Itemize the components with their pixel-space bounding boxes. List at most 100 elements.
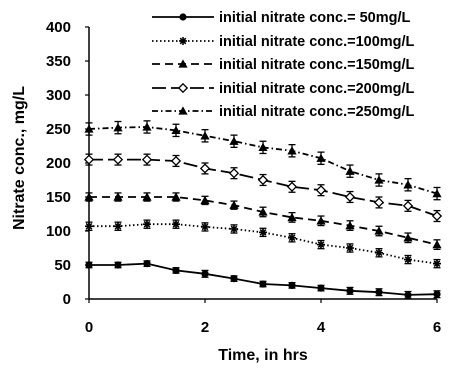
legend-entry: initial nitrate conc.= 50mg/L — [152, 10, 411, 26]
data-point — [259, 228, 267, 237]
data-point — [114, 261, 122, 269]
data-point — [230, 275, 238, 283]
data-point — [373, 197, 385, 208]
y-tick-label: 300 — [46, 87, 71, 104]
data-point — [141, 154, 153, 165]
y-tick-label: 250 — [46, 121, 71, 138]
data-point — [85, 261, 93, 269]
data-point — [287, 212, 297, 222]
series-4 — [83, 153, 443, 223]
series-layer — [83, 120, 443, 299]
data-point — [375, 248, 383, 257]
data-point — [143, 260, 151, 268]
data-point — [404, 291, 412, 299]
legend-label: initial nitrate conc.=200mg/L — [219, 81, 415, 97]
data-point — [201, 222, 209, 231]
legend-entry: initial nitrate conc.=250mg/L — [152, 104, 415, 120]
data-point — [317, 284, 325, 292]
data-point — [259, 280, 267, 288]
y-tick-label: 400 — [46, 19, 71, 36]
series-line — [89, 262, 438, 296]
data-point — [228, 168, 240, 179]
data-point — [143, 220, 151, 229]
data-point — [346, 244, 354, 252]
legend-label: initial nitrate conc.=150mg/L — [219, 57, 415, 73]
data-point — [170, 155, 182, 167]
data-point — [84, 124, 94, 133]
data-point — [431, 210, 443, 222]
y-tick-label: 100 — [46, 223, 71, 240]
legend-marker — [178, 106, 188, 115]
data-point — [345, 220, 355, 230]
legend-entry: initial nitrate conc.=200mg/L — [152, 81, 415, 97]
data-point — [345, 166, 355, 175]
data-point — [113, 123, 123, 132]
series-1 — [85, 260, 441, 299]
data-point — [229, 200, 239, 209]
y-tick-label: 200 — [46, 155, 71, 172]
y-tick-label: 0 — [63, 291, 71, 308]
legend-marker — [177, 82, 189, 94]
data-point — [201, 270, 209, 278]
data-point — [114, 222, 122, 231]
series-3 — [84, 192, 442, 251]
series-2 — [85, 219, 441, 269]
data-point — [171, 125, 181, 135]
data-point — [258, 207, 268, 216]
data-point — [229, 136, 239, 145]
data-point — [315, 185, 327, 196]
series-line — [89, 196, 438, 246]
data-point — [404, 255, 412, 264]
data-point — [344, 191, 356, 203]
data-point — [374, 175, 384, 184]
data-point — [286, 181, 298, 192]
data-point — [113, 192, 123, 201]
legend-label: initial nitrate conc.= 50mg/L — [219, 10, 411, 26]
data-point — [200, 131, 210, 140]
y-tick-label: 50 — [54, 257, 71, 274]
data-point — [346, 287, 354, 295]
data-point — [257, 174, 269, 186]
legend-marker — [178, 59, 188, 68]
legend-label: initial nitrate conc.=250mg/L — [219, 104, 415, 120]
data-point — [433, 290, 441, 298]
data-point — [83, 154, 95, 165]
data-point — [317, 240, 325, 249]
y-tick-label: 150 — [46, 189, 71, 206]
legend-entry: initial nitrate conc.=100mg/L — [152, 34, 415, 50]
data-point — [142, 122, 152, 131]
data-point — [288, 233, 296, 242]
data-point — [199, 163, 211, 174]
data-point — [374, 226, 384, 235]
data-point — [403, 180, 413, 189]
data-point — [402, 200, 414, 211]
data-point — [432, 240, 442, 249]
x-tick-label: 4 — [317, 319, 326, 336]
data-point — [433, 259, 441, 268]
data-point — [171, 192, 181, 201]
data-point — [316, 216, 326, 225]
data-point — [403, 233, 413, 242]
data-point — [375, 288, 383, 296]
data-point — [85, 222, 93, 231]
data-point — [172, 220, 180, 229]
legend-marker — [179, 13, 187, 21]
legend-label: initial nitrate conc.=100mg/L — [219, 34, 415, 50]
series-5 — [84, 120, 442, 201]
x-axis-title: Time, in hrs — [218, 347, 308, 364]
data-point — [287, 146, 297, 155]
data-point — [84, 192, 94, 201]
data-point — [432, 189, 442, 198]
y-axis-title: Nitrate conc., mg/L — [11, 86, 28, 230]
data-point — [316, 153, 326, 162]
x-tick-label: 6 — [433, 319, 441, 336]
y-tick-label: 350 — [46, 53, 71, 70]
legend: initial nitrate conc.= 50mg/L initial nit… — [152, 10, 415, 120]
data-point — [112, 154, 124, 165]
data-point — [200, 195, 210, 205]
legend-marker — [179, 37, 187, 45]
data-point — [230, 224, 238, 233]
data-point — [142, 192, 152, 201]
legend-entry: initial nitrate conc.=150mg/L — [152, 57, 415, 73]
